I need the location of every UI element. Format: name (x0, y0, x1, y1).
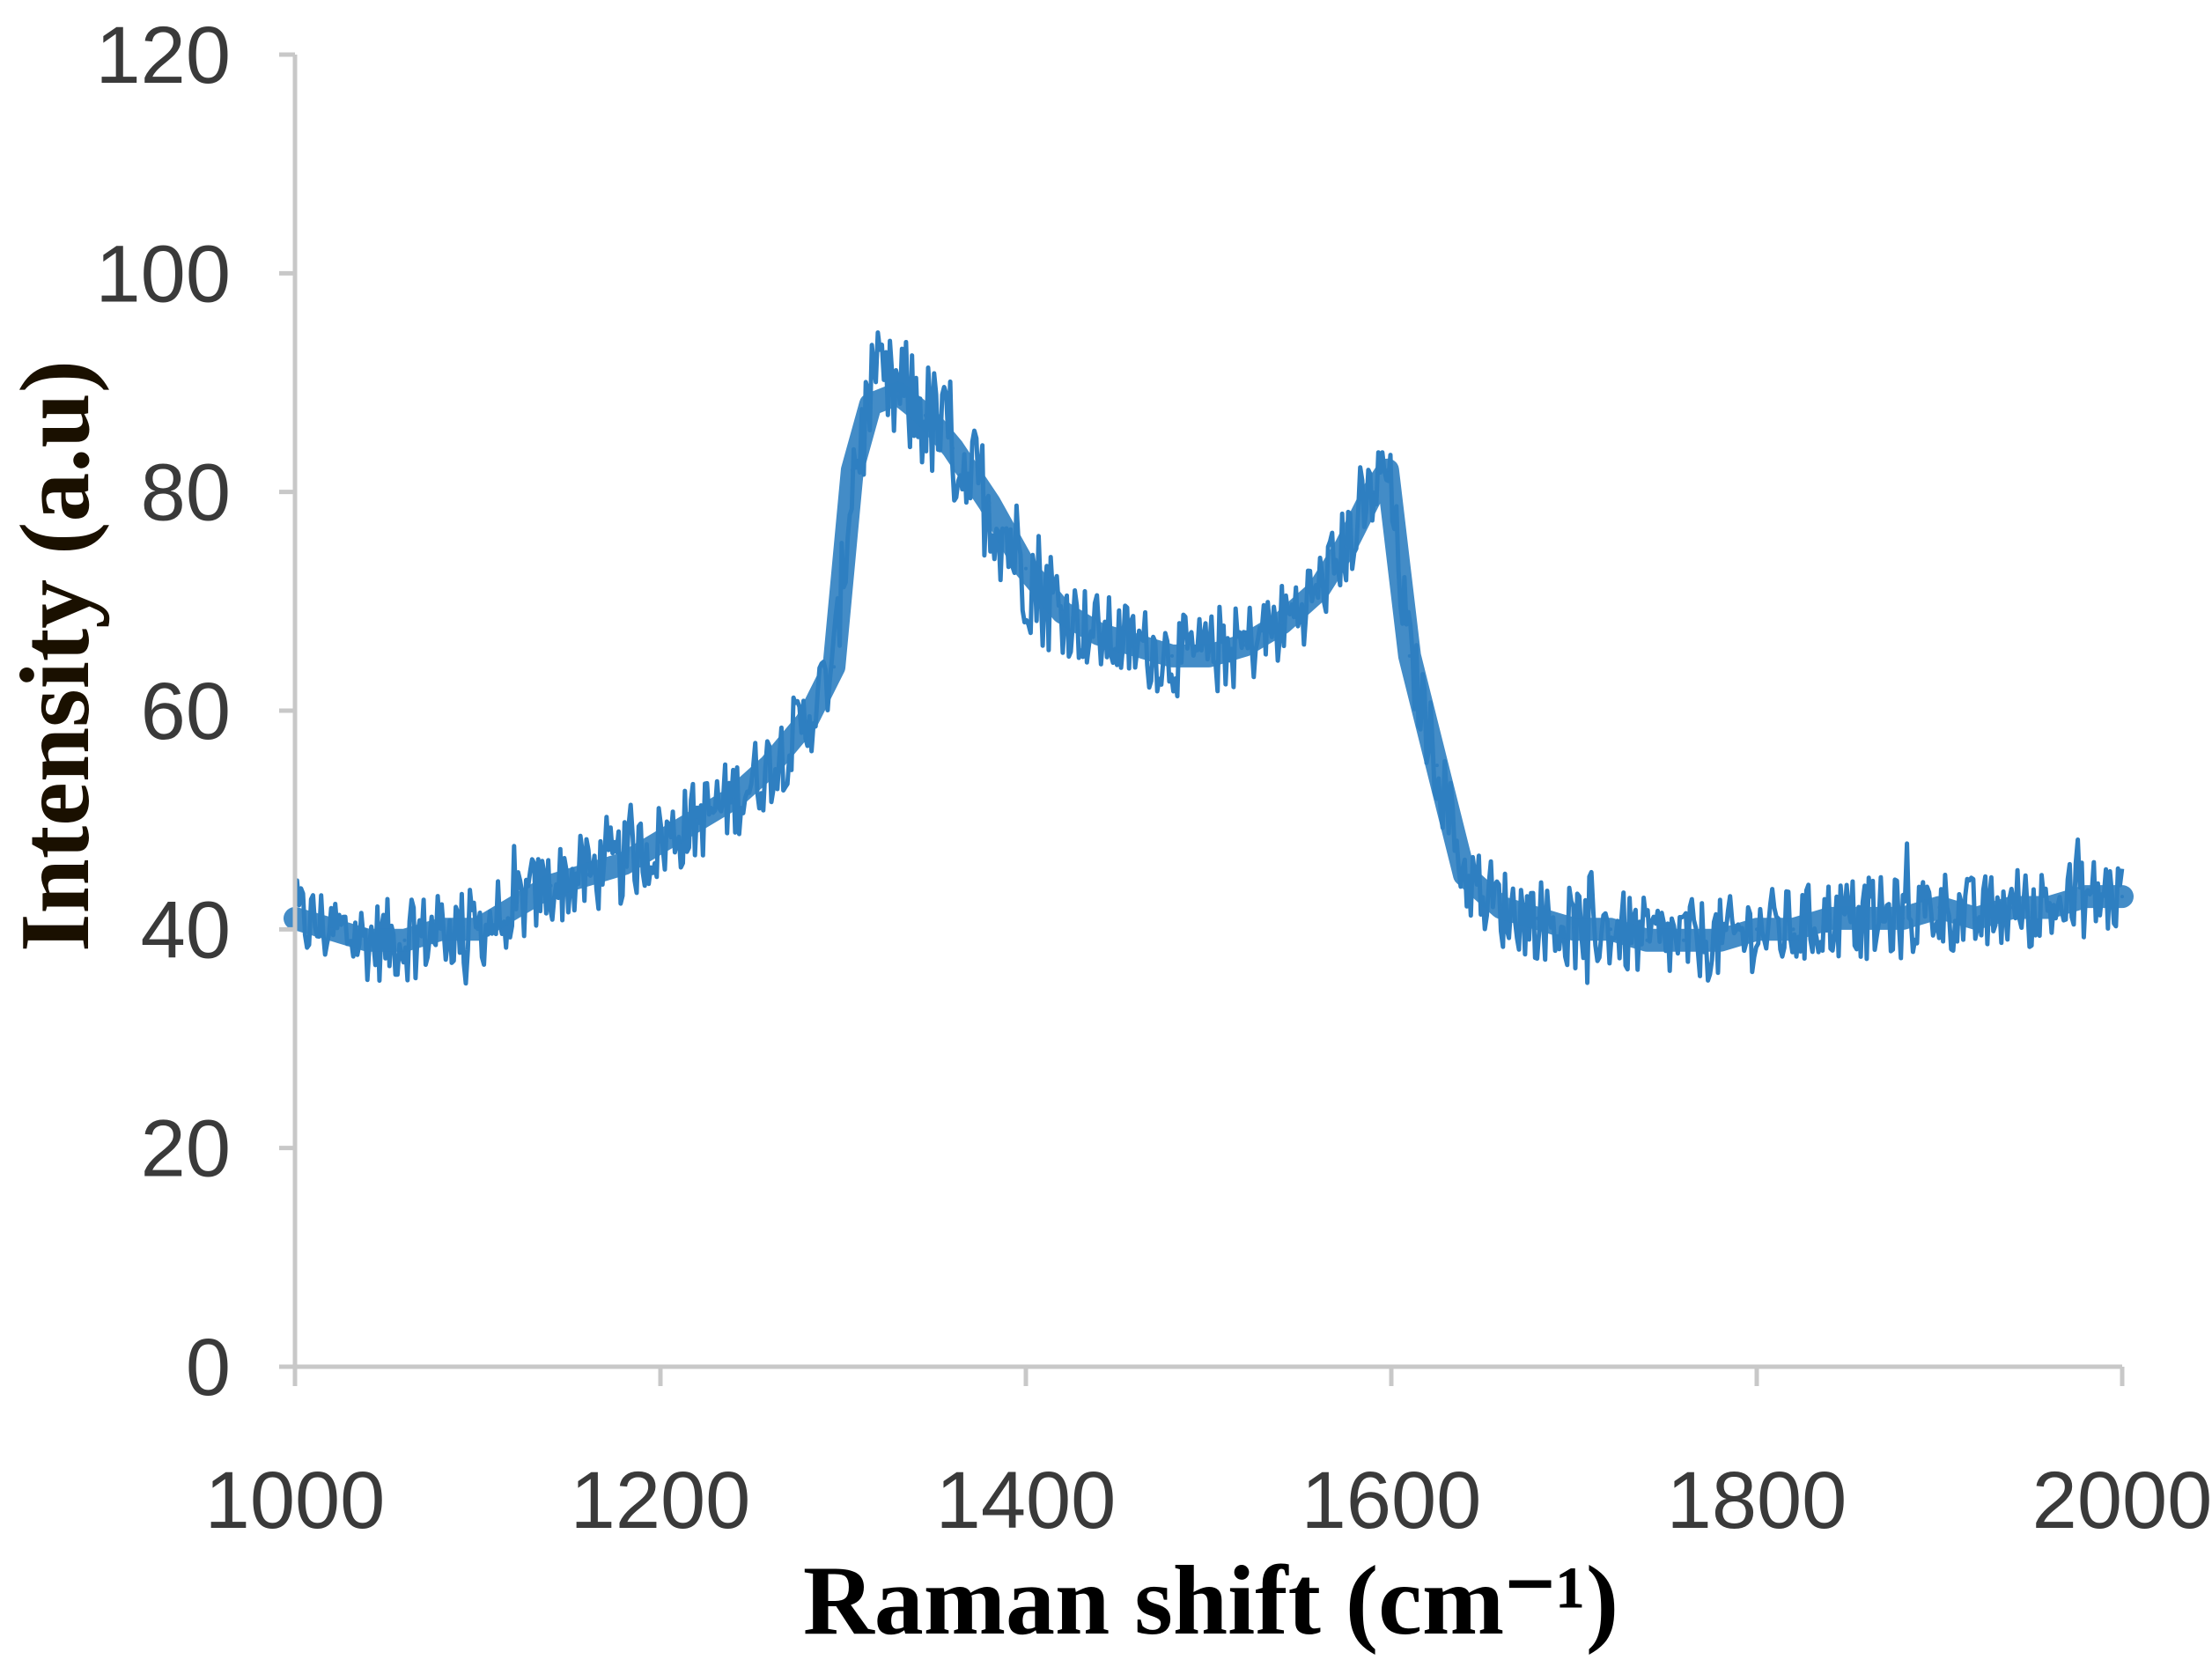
data-point (1385, 468, 1390, 472)
x-tick-label: 1200 (571, 1456, 751, 1545)
data-point (1791, 927, 1795, 932)
data-point (987, 501, 992, 505)
data-point (512, 905, 516, 910)
data-point (2083, 895, 2088, 899)
data-point (1499, 905, 1503, 910)
data-point (1755, 927, 1759, 932)
data-point (1344, 544, 1348, 549)
x-tick-label: 1600 (1301, 1456, 1482, 1545)
x-tick-label: 2000 (2032, 1456, 2212, 1545)
y-tick-label: 60 (141, 667, 231, 756)
data-point (1316, 588, 1320, 593)
x-tick-label: 1800 (1667, 1456, 1847, 1545)
data-point (476, 927, 480, 932)
data-point (2120, 895, 2124, 899)
data-point (832, 665, 837, 669)
data-point (586, 873, 589, 877)
y-tick-label: 100 (96, 229, 232, 319)
data-point (896, 391, 900, 395)
y-tick-labels: 0 20 40 60 80 100 120 (96, 11, 232, 1413)
x-tick-label: 1000 (205, 1456, 386, 1545)
data-point (329, 927, 334, 932)
x-axis-title: Raman shift (cm⁻¹) (803, 1546, 1618, 1656)
data-point (1937, 905, 1942, 910)
series-line-core (284, 381, 2134, 952)
y-axis-title: Intensity (a.u) (1, 360, 110, 952)
data-point (923, 413, 927, 417)
data-point (1024, 566, 1028, 571)
data-point (951, 446, 955, 450)
data-point (1243, 643, 1247, 647)
data-point (1718, 938, 1722, 942)
y-tick-label: 80 (141, 448, 231, 538)
axes (279, 52, 2125, 1386)
data-point (868, 402, 873, 407)
y-tick-label: 0 (186, 1323, 231, 1413)
data-point (1133, 643, 1138, 647)
data-point (1097, 632, 1101, 637)
data-point (1434, 763, 1439, 768)
data-point (1407, 653, 1412, 658)
data-point (366, 938, 370, 942)
data-point (2010, 905, 2015, 910)
x-tick-label: 1400 (936, 1456, 1117, 1545)
x-tick-labels: 1000 1200 1400 1600 1800 2000 (205, 1456, 2212, 1545)
data-point (402, 938, 407, 942)
data-point (850, 468, 854, 472)
data-point (1901, 916, 1905, 920)
data-point (1974, 916, 1978, 920)
data-point (1463, 873, 1466, 877)
data-point (805, 719, 808, 724)
data-point (695, 818, 699, 822)
data-point (1206, 653, 1211, 658)
data-point (659, 840, 662, 844)
data-point (1279, 621, 1284, 625)
data-point (1609, 927, 1612, 932)
data-point (1572, 927, 1576, 932)
data-point (2047, 905, 2051, 910)
data-point (622, 861, 626, 866)
data-point (768, 763, 772, 768)
y-tick-label: 40 (141, 885, 231, 975)
data-point (549, 883, 553, 888)
y-tick-label: 20 (141, 1104, 231, 1194)
data-point (1645, 938, 1649, 942)
data-point (1170, 653, 1174, 658)
data-point (732, 796, 735, 800)
y-tick-label: 120 (96, 11, 232, 100)
data-point (1371, 490, 1375, 494)
data-point (1536, 916, 1539, 920)
data-point (1864, 916, 1869, 920)
data-point (1682, 938, 1685, 942)
data-point (1828, 916, 1832, 920)
data-point (439, 927, 443, 932)
plot-area (284, 330, 2134, 986)
data-point (1060, 610, 1065, 615)
